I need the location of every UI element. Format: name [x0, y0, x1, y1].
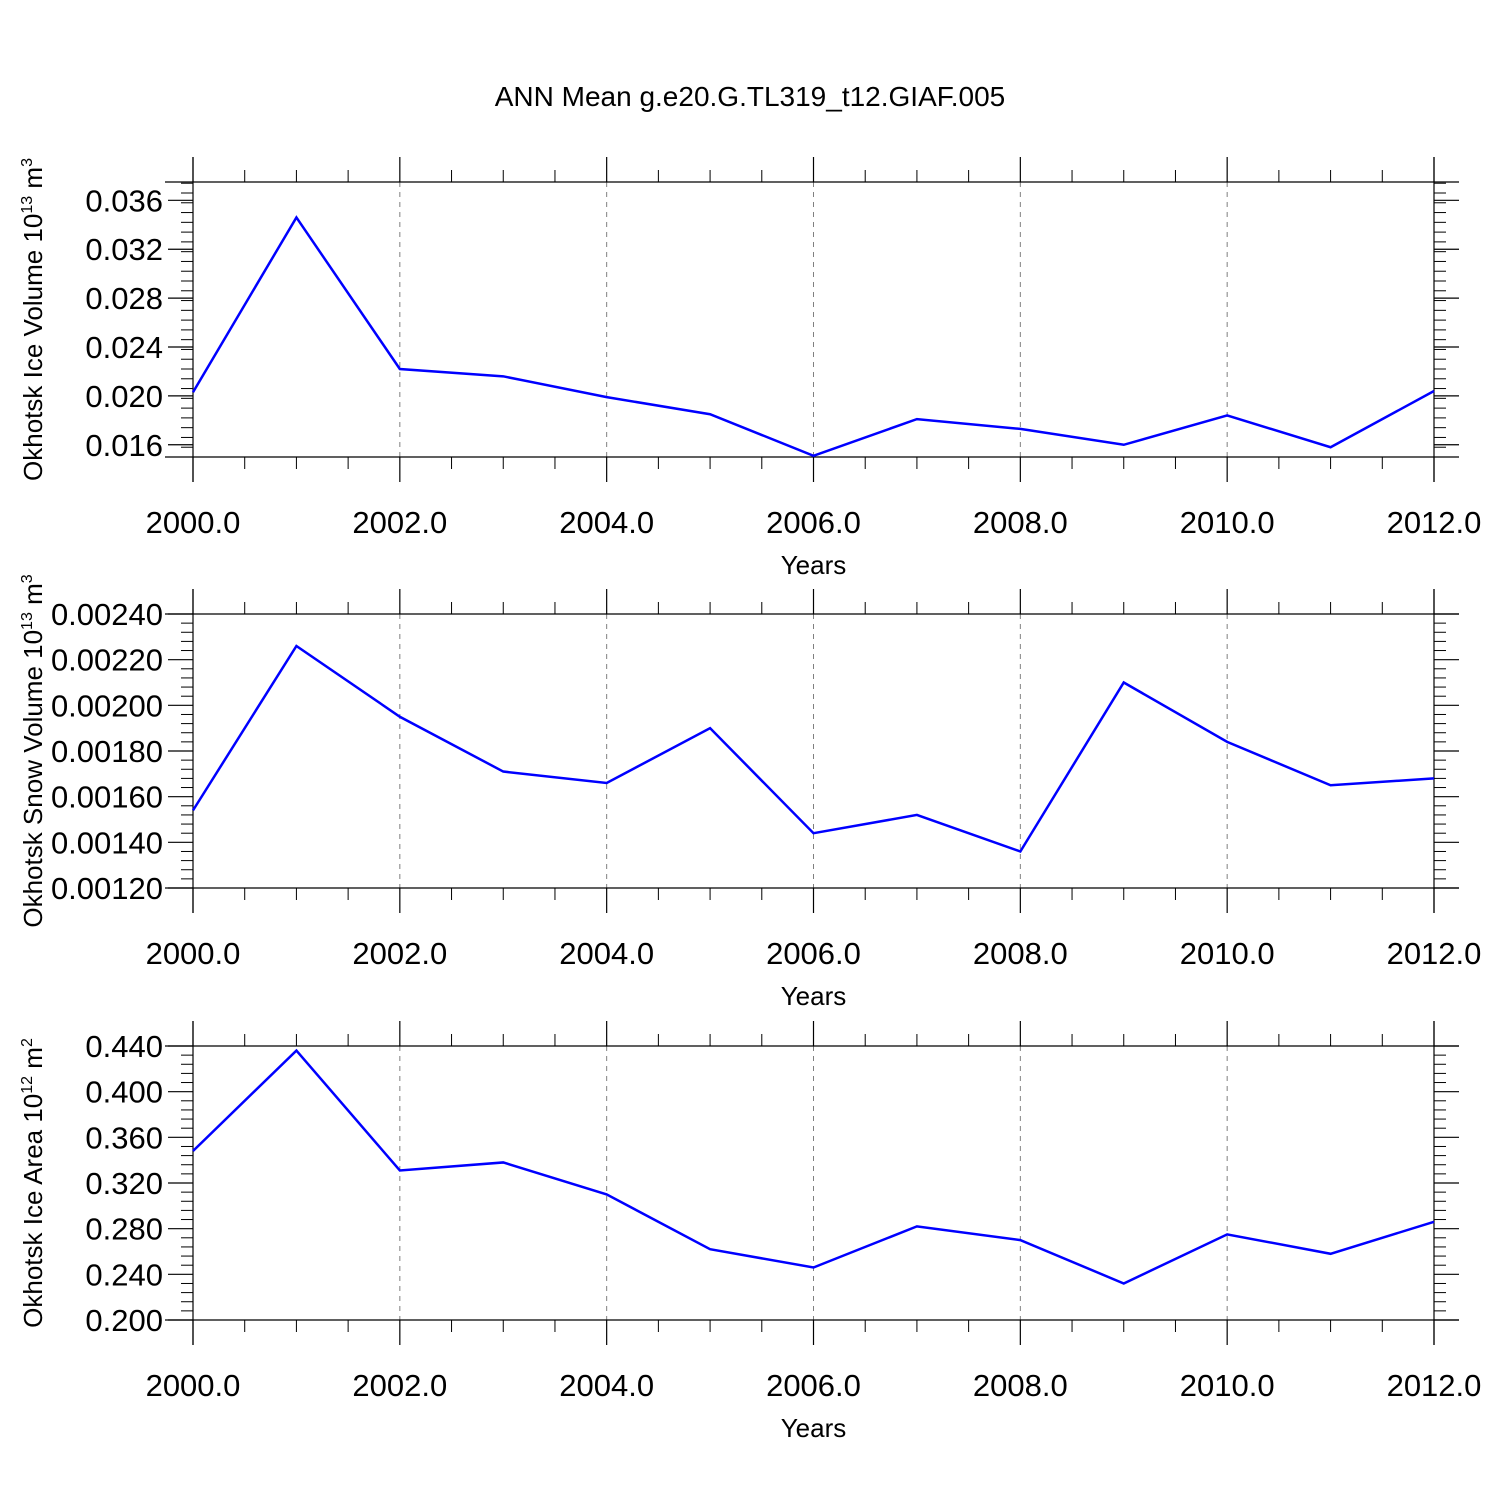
y-axis-title-main: Okhotsk Ice Volume 10	[18, 214, 48, 481]
y-axis-title-unit: m	[18, 1047, 48, 1076]
y-tick-label: 0.032	[85, 232, 163, 267]
y-tick-label: 0.280	[85, 1212, 163, 1247]
y-tick-label: 0.020	[85, 379, 163, 414]
y-axis-title-unit: m	[18, 167, 48, 196]
y-tick-label: 0.00220	[51, 643, 163, 678]
x-tick-label: 2006.0	[766, 1368, 861, 1403]
y-axis-title: Okhotsk Ice Volume 1013 m3	[18, 158, 48, 481]
y-tick-label: 0.036	[85, 183, 163, 218]
x-tick-label: 2012.0	[1387, 936, 1482, 971]
panels: 0.016 0.020 0.024 0.028 0.032 0.036 2000.0 2002…	[18, 157, 1481, 1443]
x-tick-label: 2004.0	[559, 1368, 654, 1403]
y-axis-title-unit-exp: 3	[19, 158, 36, 167]
x-tick-label: 2000.0	[146, 505, 241, 540]
y-tick-label: 0.028	[85, 281, 163, 316]
y-tick-label: 0.00240	[51, 597, 163, 632]
y-tick-label: 0.440	[85, 1029, 163, 1064]
x-tick-label: 2000.0	[146, 936, 241, 971]
y-tick-label: 0.00120	[51, 871, 163, 906]
x-tick-label: 2002.0	[352, 936, 447, 971]
y-axis-title-unit-exp: 3	[19, 574, 36, 583]
chart-panel-3: 0.200 0.240 0.280 0.320 0.360 0.400 0.440 2000.…	[18, 1021, 1481, 1443]
x-tick-label: 2004.0	[559, 936, 654, 971]
chart-panel-1: 0.016 0.020 0.024 0.028 0.032 0.036 2000.0 2002…	[18, 157, 1481, 580]
x-tick-label: 2010.0	[1180, 505, 1275, 540]
y-tick-label: 0.00200	[51, 688, 163, 723]
y-tick-label: 0.240	[85, 1257, 163, 1292]
x-tick-label: 2006.0	[766, 936, 861, 971]
x-tick-label: 2006.0	[766, 505, 861, 540]
y-tick-label: 0.320	[85, 1166, 163, 1201]
series-line	[192, 1048, 1435, 1285]
x-tick-label: 2012.0	[1387, 1368, 1482, 1403]
x-axis-title: Years	[781, 550, 847, 580]
y-tick-label: 0.360	[85, 1120, 163, 1155]
x-tick-label: 2008.0	[973, 505, 1068, 540]
y-axis-title-exp: 13	[19, 196, 36, 214]
y-axis-title: Okhotsk Ice Area 1012 m2	[18, 1038, 48, 1328]
y-tick-label: 0.400	[85, 1075, 163, 1110]
chart-panel-2: 0.00120 0.00140 0.00160 0.00180 0.00200 0.002…	[18, 574, 1481, 1011]
x-tick-label: 2000.0	[146, 1368, 241, 1403]
x-tick-label: 2002.0	[352, 505, 447, 540]
y-axis-title-exp: 13	[19, 612, 36, 630]
x-tick-label: 2010.0	[1180, 1368, 1275, 1403]
x-tick-label: 2008.0	[973, 1368, 1068, 1403]
y-tick-label: 0.016	[85, 428, 163, 463]
y-tick-label: 0.00140	[51, 825, 163, 860]
x-tick-label: 2002.0	[352, 1368, 447, 1403]
figure-title: ANN Mean g.e20.G.TL319_t12.GIAF.005	[495, 81, 1006, 112]
y-axis-title-exp: 12	[19, 1076, 36, 1094]
x-axis-title: Years	[781, 981, 847, 1011]
y-tick-label: 0.00180	[51, 734, 163, 769]
x-tick-label: 2008.0	[973, 936, 1068, 971]
x-axis-title: Years	[781, 1413, 847, 1443]
y-tick-label: 0.200	[85, 1303, 163, 1338]
y-axis-title-unit: m	[18, 583, 48, 612]
y-axis-title-unit-exp: 2	[19, 1038, 36, 1047]
series-line	[191, 644, 1435, 853]
x-tick-label: 2010.0	[1180, 936, 1275, 971]
y-axis-title-main: Okhotsk Snow Volume 10	[18, 630, 48, 928]
x-tick-label: 2004.0	[559, 505, 654, 540]
y-tick-label: 0.024	[85, 330, 163, 365]
x-tick-label: 2012.0	[1387, 505, 1482, 540]
series-line	[191, 215, 1435, 458]
y-tick-label: 0.00160	[51, 780, 163, 815]
y-axis-title-main: Okhotsk Ice Area 10	[18, 1094, 48, 1328]
y-axis-title: Okhotsk Snow Volume 1013 m3	[18, 574, 48, 927]
